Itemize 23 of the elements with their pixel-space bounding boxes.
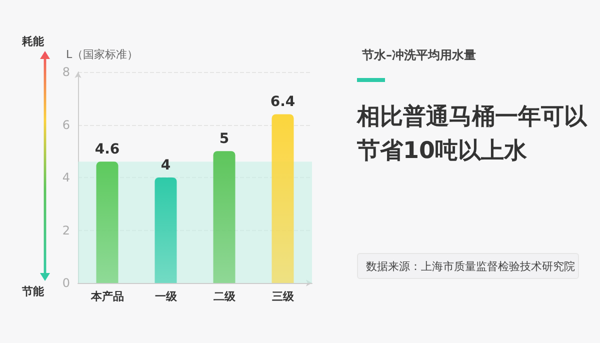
bar [154, 178, 177, 283]
data-label: 6.4 [270, 94, 296, 110]
bar [213, 151, 236, 283]
y-tick-label: 6 [62, 118, 70, 132]
text: 节能 [22, 284, 44, 299]
y-tick-label: 8 [62, 65, 70, 79]
y-tick-label: 0 [62, 276, 70, 290]
data-label: 4.6 [94, 142, 120, 158]
x-tick-label: 一级 [154, 290, 178, 303]
x-tick-label: 本产品 [90, 290, 124, 303]
x-tick-label: 二级 [213, 290, 236, 303]
text: 相比普通马桶一年可以节省10吨以上水 [356, 103, 588, 164]
y-axis-title: L（国家标准） [66, 48, 138, 61]
data-label: 5 [219, 131, 230, 148]
y-tick-label: 2 [62, 223, 70, 238]
data-label: 4 [160, 158, 171, 174]
bar [272, 114, 294, 283]
source-note: 数据来源：上海市质量监督检验技术研究院 [357, 253, 579, 279]
text: 耗能 [22, 34, 44, 49]
x-tick-label: 三级 [272, 290, 295, 303]
bar [96, 162, 118, 283]
text: 节水–冲洗平均用水量 [361, 48, 476, 62]
y-tick-label: 4 [62, 170, 70, 184]
